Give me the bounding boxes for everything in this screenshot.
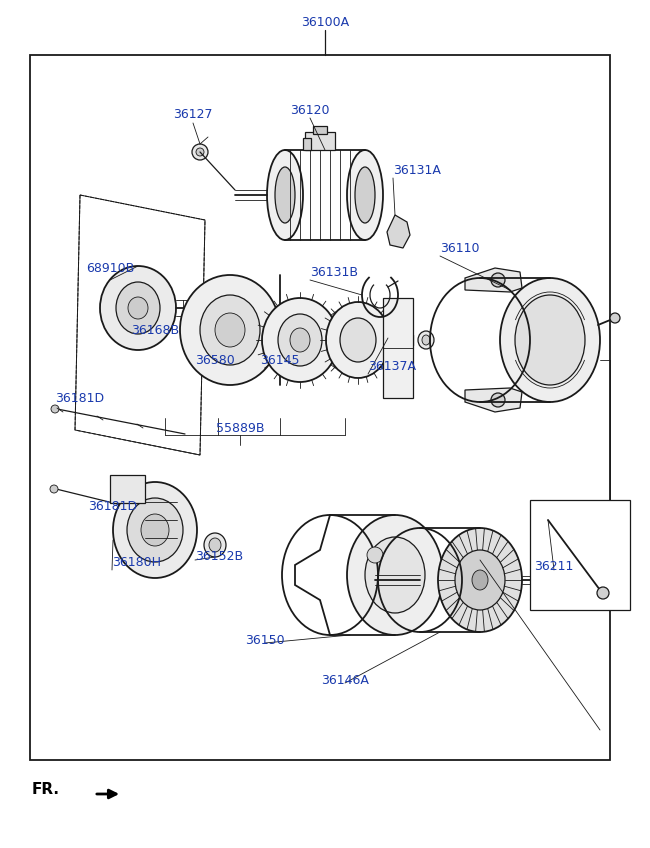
Text: 36150: 36150 [245,633,285,646]
Text: 36146A: 36146A [321,673,369,687]
Ellipse shape [418,331,434,349]
Ellipse shape [340,318,376,362]
Text: 36181D: 36181D [88,499,137,512]
Ellipse shape [278,314,322,366]
Ellipse shape [500,278,600,402]
Ellipse shape [472,570,488,590]
Circle shape [51,405,59,413]
Circle shape [491,393,505,407]
Ellipse shape [127,498,183,562]
Ellipse shape [438,528,522,632]
Text: 36137A: 36137A [368,360,416,372]
Text: 36152B: 36152B [195,550,243,562]
Text: 36110: 36110 [440,242,480,254]
Ellipse shape [209,538,221,552]
Ellipse shape [290,328,310,352]
Polygon shape [387,215,410,248]
Ellipse shape [422,335,430,345]
Ellipse shape [113,482,197,578]
Ellipse shape [275,167,295,223]
Text: 36181D: 36181D [55,392,104,404]
Circle shape [50,485,58,493]
Text: 36100A: 36100A [301,15,349,29]
Circle shape [597,587,609,599]
Text: FR.: FR. [32,783,60,797]
Ellipse shape [347,515,443,635]
Text: 36168B: 36168B [131,323,179,337]
Ellipse shape [267,150,303,240]
Bar [30,55,610,760]
Text: 55889B: 55889B [216,421,265,434]
Ellipse shape [455,550,505,610]
Text: 36211: 36211 [534,560,574,572]
Ellipse shape [215,313,245,347]
Circle shape [367,547,383,563]
Ellipse shape [180,275,280,385]
Ellipse shape [192,144,208,160]
Text: 36145: 36145 [260,354,300,366]
Text: 36131B: 36131B [310,265,358,278]
Ellipse shape [100,266,176,350]
Circle shape [610,313,620,323]
Circle shape [491,273,505,287]
Ellipse shape [116,282,160,334]
Bar [303,138,311,150]
Ellipse shape [262,298,338,382]
Text: 68910B: 68910B [86,261,134,275]
Bar [313,126,327,134]
Ellipse shape [355,167,375,223]
Ellipse shape [204,533,226,557]
Text: 36127: 36127 [174,109,213,121]
Ellipse shape [196,148,204,156]
Bar [110,475,145,503]
Ellipse shape [141,514,169,546]
Bar [305,132,335,150]
Ellipse shape [200,295,260,365]
Polygon shape [465,388,522,412]
Ellipse shape [365,537,425,613]
Bar [383,298,413,398]
Polygon shape [465,268,522,292]
Text: 36580: 36580 [195,354,235,366]
Text: 36120: 36120 [291,103,330,116]
Ellipse shape [515,295,585,385]
Bar [530,500,630,610]
Text: 36131A: 36131A [393,164,441,176]
Text: 36180H: 36180H [112,555,161,568]
Ellipse shape [347,150,383,240]
Ellipse shape [128,297,148,319]
Ellipse shape [236,294,260,322]
Ellipse shape [241,300,255,316]
Ellipse shape [326,302,390,378]
